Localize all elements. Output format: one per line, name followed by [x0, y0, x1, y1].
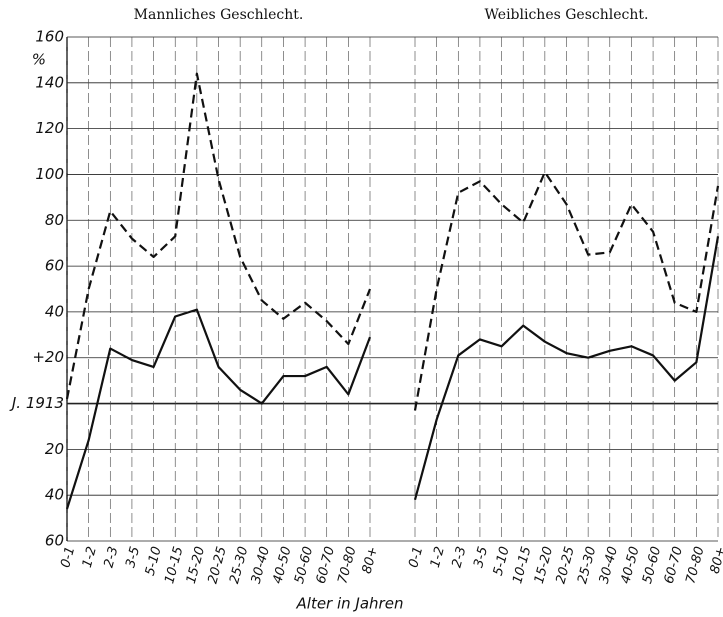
x-tick-label: 3-5 — [471, 545, 491, 569]
panel-title: Weibliches Geschlecht. — [485, 7, 649, 23]
y-tick-label: 60 — [45, 257, 64, 275]
x-tick-label: 25-30 — [575, 545, 599, 585]
y-tick-label: +20 — [32, 348, 64, 366]
x-tick-label: 60-70 — [662, 545, 686, 585]
y-tick-label: 140 — [35, 73, 64, 91]
y-tick-label: 160 — [35, 28, 64, 46]
y-tick-label: 60 — [45, 532, 64, 550]
y-tick-label: 120 — [35, 119, 64, 137]
x-tick-label: 0-1 — [406, 545, 426, 569]
x-tick-label: 40-50 — [270, 545, 294, 585]
x-tick-label: 1-2 — [428, 545, 448, 569]
y-tick-label: 20 — [45, 440, 64, 458]
y-tick-label: J. 1913 — [9, 394, 64, 412]
y-tick-label: 40 — [45, 486, 64, 504]
x-tick-label: 70-80 — [335, 545, 359, 585]
x-axis-label: Alter in Jahren — [296, 595, 404, 613]
series-line — [65, 72, 372, 400]
x-tick-label: 15-20 — [532, 545, 556, 585]
y-tick-label: 40 — [45, 302, 64, 320]
x-tick-label: 70-80 — [683, 545, 707, 585]
series-line — [413, 171, 720, 411]
x-tick-label: 30-40 — [597, 545, 621, 585]
x-tick-label: 80+ — [708, 545, 723, 575]
x-tick-label: 5-10 — [491, 545, 513, 577]
x-tick-label: 50-60 — [292, 545, 316, 585]
x-tick-label: 60-70 — [314, 545, 338, 585]
x-tick-label: 80+ — [360, 545, 382, 575]
x-tick-label: 50-60 — [640, 545, 664, 585]
panel-title: Mannliches Geschlecht. — [134, 7, 304, 23]
series-line — [65, 308, 372, 510]
y-tick-label: 100 — [35, 165, 64, 183]
x-tick-label: 25-30 — [227, 545, 251, 585]
y-tick-label: 80 — [45, 211, 64, 229]
x-tick-label: 40-50 — [618, 545, 642, 585]
x-tick-label: 2-3 — [450, 545, 470, 569]
series-line — [413, 236, 720, 501]
x-tick-label: 10-15 — [510, 545, 534, 585]
x-tick-label: 30-40 — [249, 545, 273, 585]
x-tick-label: 3-5 — [123, 545, 143, 569]
x-tick-label: 20-25 — [205, 545, 229, 585]
x-tick-label: 15-20 — [184, 545, 208, 585]
x-tick-label: 0-1 — [58, 545, 78, 569]
x-tick-label: 1-2 — [80, 545, 100, 569]
x-tick-label: 10-15 — [162, 545, 186, 585]
x-tick-label: 2-3 — [102, 545, 122, 569]
x-tick-label: 20-25 — [553, 545, 577, 585]
y-unit: % — [32, 51, 46, 69]
x-tick-label: 5-10 — [143, 545, 165, 577]
